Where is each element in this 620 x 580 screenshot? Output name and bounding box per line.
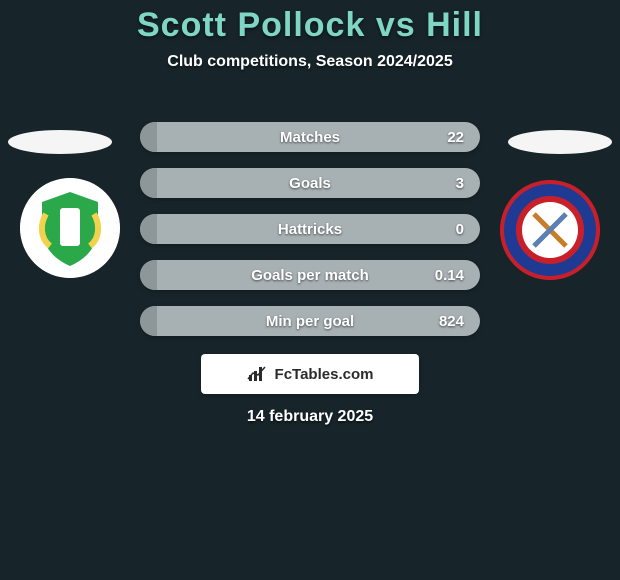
stat-row: Min per goal824 — [140, 306, 480, 336]
stat-row: Matches22 — [140, 122, 480, 152]
subtitle: Club competitions, Season 2024/2025 — [0, 53, 620, 71]
right-club-badge — [500, 180, 600, 280]
stats-list: Matches22 Goals3 Hattricks0 Goals per match… — [140, 122, 480, 352]
stat-label: Matches — [140, 129, 480, 146]
stat-label: Goals per match — [140, 267, 480, 284]
stat-value: 0.14 — [435, 267, 464, 284]
left-club-badge — [20, 178, 120, 278]
stat-value: 0 — [456, 221, 464, 238]
date-text: 14 february 2025 — [0, 408, 620, 426]
right-shadow-ellipse — [508, 130, 612, 154]
stat-row: Goals per match0.14 — [140, 260, 480, 290]
stat-label: Min per goal — [140, 313, 480, 330]
page-title: Scott Pollock vs Hill — [0, 0, 620, 45]
stat-label: Hattricks — [140, 221, 480, 238]
yeovil-crest-icon — [20, 178, 120, 278]
dagenham-crest-icon — [500, 180, 600, 280]
stat-value: 22 — [447, 129, 464, 146]
comparison-card: Scott Pollock vs Hill Club competitions,… — [0, 0, 620, 580]
stat-label: Goals — [140, 175, 480, 192]
stat-value: 824 — [439, 313, 464, 330]
stat-value: 3 — [456, 175, 464, 192]
stat-row: Hattricks0 — [140, 214, 480, 244]
footer-badge: FcTables.com — [201, 354, 419, 394]
bar-chart-icon — [247, 365, 269, 383]
left-shadow-ellipse — [8, 130, 112, 154]
stat-row: Goals3 — [140, 168, 480, 198]
footer-text: FcTables.com — [275, 366, 374, 383]
